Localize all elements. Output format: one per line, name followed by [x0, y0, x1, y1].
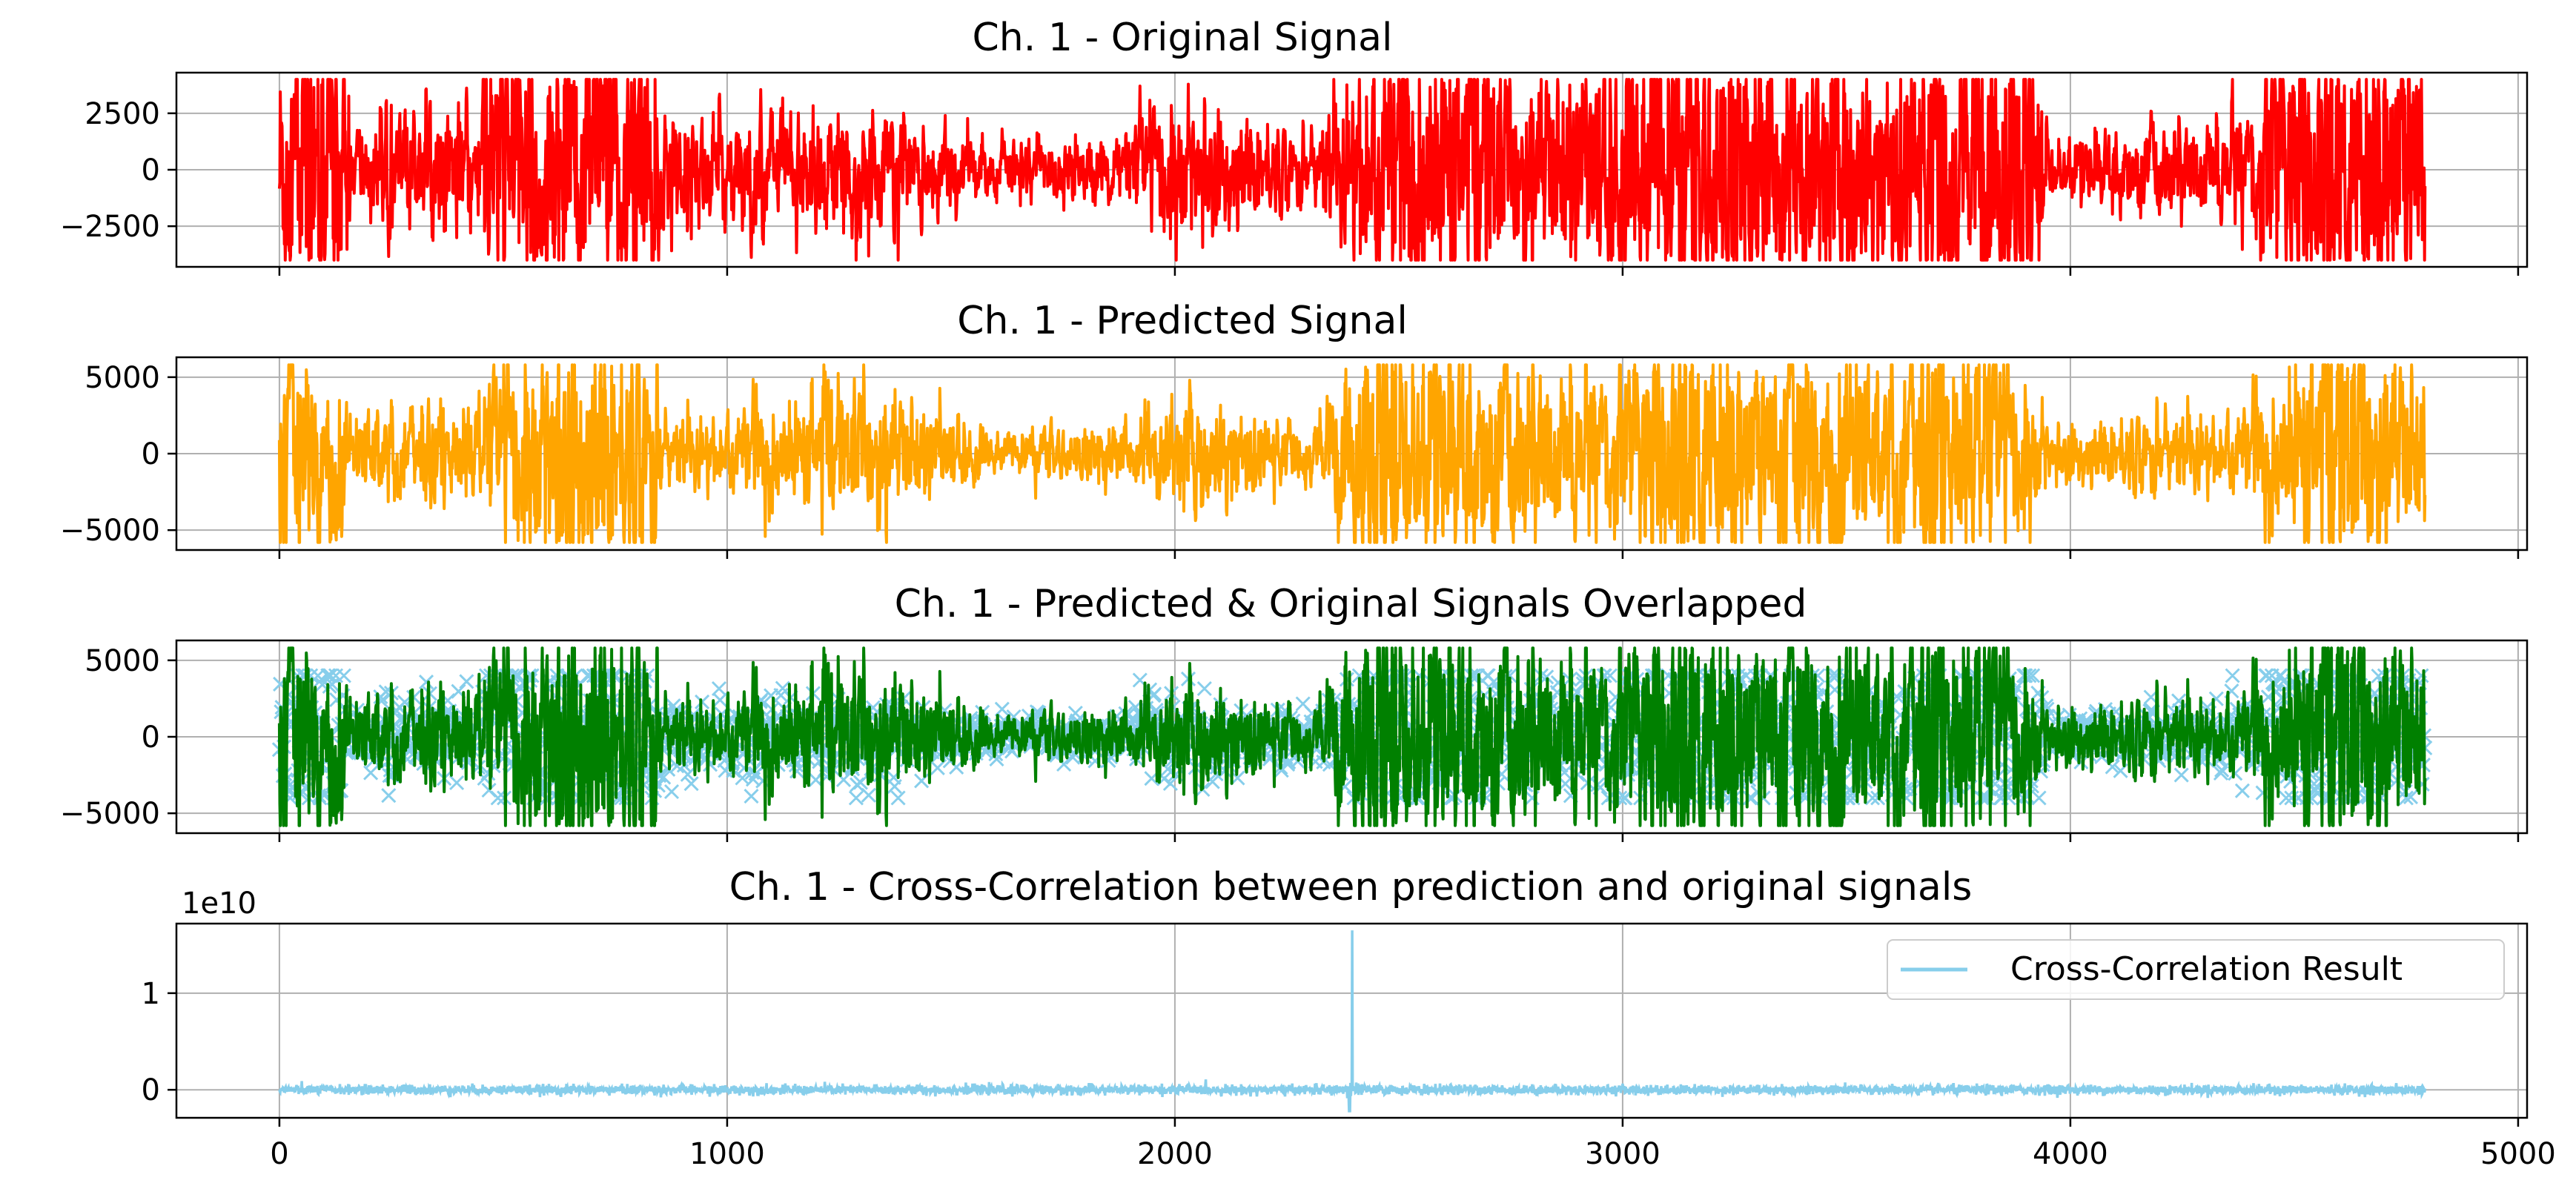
original-signal-series: [277, 78, 2427, 262]
cross-correlation-xtick-label: 2000: [1137, 1137, 1213, 1171]
original-signal-panel: Ch. 1 - Original Signal 2500 0 −2500: [60, 16, 2529, 276]
cross-correlation-title: Ch. 1 - Cross-Correlation between predic…: [729, 865, 1973, 910]
cross-correlation-ytick-labels: 1 0: [142, 977, 160, 1107]
original-signal-line: [277, 78, 2427, 262]
cross-correlation-xtick-label: 3000: [1585, 1137, 1661, 1171]
cross-correlation-xtick-label: 1000: [689, 1137, 765, 1171]
overlap-signal-ytick-label: 5000: [85, 644, 160, 678]
overlap-signal-ytick-labels: 5000 0 −5000: [60, 644, 160, 831]
overlap-signal-ticks: [168, 659, 2520, 842]
original-signal-ytick-labels: 2500 0 −2500: [60, 97, 160, 244]
cross-correlation-xtick-label: 5000: [2480, 1137, 2556, 1171]
cross-correlation-ytick-label: 1: [142, 977, 160, 1011]
overlap-signal-ytick-label: 0: [142, 720, 160, 755]
overlap-predicted-line: [277, 646, 2427, 827]
predicted-signal-ytick-label: 0: [142, 437, 160, 471]
original-signal-ytick-label: −2500: [60, 210, 160, 244]
predicted-signal-panel: Ch. 1 - Predicted Signal 5000 0 −5000: [60, 299, 2529, 559]
predicted-signal-ytick-label: 5000: [85, 361, 160, 395]
legend-label: Cross-Correlation Result: [2010, 950, 2403, 988]
cross-correlation-offset-text: 1e10: [182, 887, 256, 921]
overlap-signal-series: [271, 646, 2433, 827]
cross-correlation-ticks: [168, 992, 2520, 1127]
original-signal-title: Ch. 1 - Original Signal: [973, 16, 1393, 60]
predicted-signal-ytick-label: −5000: [60, 514, 160, 548]
cross-correlation-axes-frame: [175, 922, 2529, 1119]
cross-correlation-xtick-label: 4000: [2033, 1137, 2108, 1171]
predicted-signal-ytick-labels: 5000 0 −5000: [60, 361, 160, 548]
original-signal-ytick-label: 0: [142, 153, 160, 188]
overlap-signal-title: Ch. 1 - Predicted & Original Signals Ove…: [895, 582, 1807, 626]
cross-correlation-line: [278, 930, 2427, 1113]
original-signal-ytick-label: 2500: [85, 97, 160, 131]
cross-correlation-xtick-labels: 0 1000 2000 3000 4000 5000: [270, 1137, 2556, 1171]
legend-box: [1887, 939, 2505, 1000]
predicted-signal-title: Ch. 1 - Predicted Signal: [957, 299, 1408, 343]
cross-correlation-panel: Ch. 1 - Cross-Correlation between predic…: [142, 865, 2556, 1171]
overlap-signal-ytick-label: −5000: [60, 797, 160, 831]
predicted-signal-ticks: [168, 376, 2520, 559]
cross-correlation-ytick-label: 0: [142, 1073, 160, 1107]
cross-correlation-xtick-label: 0: [270, 1137, 288, 1171]
predicted-signal-line: [277, 363, 2427, 544]
cross-correlation-series: [278, 930, 2427, 1113]
cross-correlation-legend: Cross-Correlation Result: [1887, 939, 2505, 1000]
overlap-signal-panel: Ch. 1 - Predicted & Original Signals Ove…: [60, 582, 2529, 842]
original-signal-ticks: [168, 112, 2520, 276]
predicted-signal-series: [277, 363, 2427, 544]
